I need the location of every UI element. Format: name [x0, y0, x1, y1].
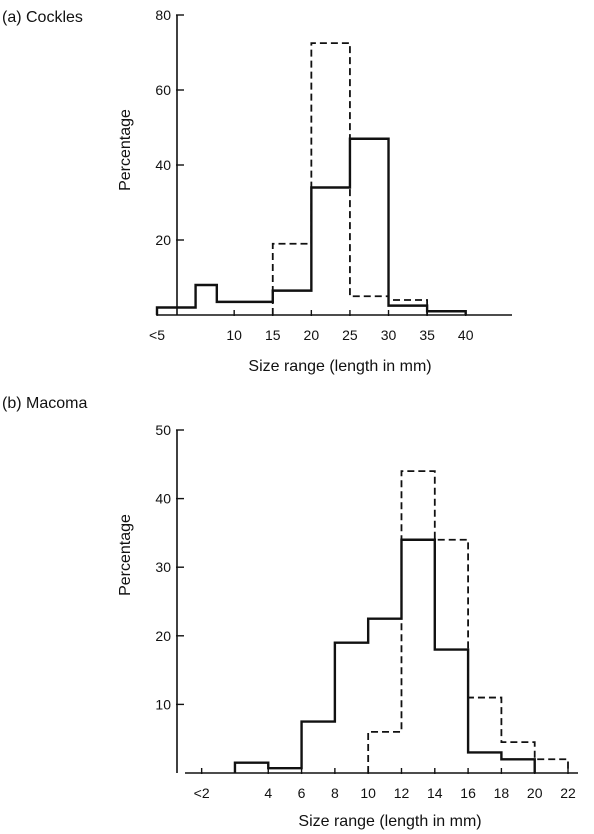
y-tick-label: 20	[155, 628, 171, 644]
x-tick-label: 20	[304, 327, 320, 343]
solid-bin	[196, 285, 217, 315]
solid-bin	[389, 306, 428, 315]
solid-bin	[311, 188, 350, 316]
dashed-bin	[535, 759, 568, 773]
y-tick-label: 20	[155, 232, 171, 248]
x-tick-label: 16	[460, 785, 476, 801]
dashed-bin	[435, 540, 468, 773]
solid-bin	[302, 722, 335, 773]
dashed-bin	[468, 698, 501, 773]
x-tick-label: 6	[298, 785, 306, 801]
y-tick-label: 50	[155, 422, 171, 438]
y-tick-label: 80	[155, 7, 171, 23]
x-tick-label: 10	[226, 327, 242, 343]
y-tick-label: 30	[155, 559, 171, 575]
y-tick-label: 40	[155, 157, 171, 173]
dashed-bin	[501, 742, 534, 773]
x-tick-label: 15	[265, 327, 281, 343]
solid-bin	[501, 759, 534, 773]
x-tick-label: 10	[360, 785, 376, 801]
solid-bin	[435, 650, 468, 773]
x-tick-label: 8	[331, 785, 339, 801]
x-tick-label: 30	[381, 327, 397, 343]
dashed-bin	[389, 300, 428, 315]
x-tick-label: 25	[342, 327, 358, 343]
dashed-bin	[350, 296, 389, 315]
x-tick-label: 4	[264, 785, 272, 801]
panel-b-xlabel: Size range (length in mm)	[298, 813, 481, 830]
solid-bin	[335, 643, 368, 773]
panel-b-ylabel: Percentage	[117, 514, 134, 596]
solid-bin	[217, 302, 273, 315]
x-tick-label: <2	[194, 785, 210, 801]
dashed-bin	[368, 732, 401, 773]
dashed-series-outline	[271, 42, 429, 315]
panel-a-plot: 20 40 60 80 <5 10 15 20 25 30 35 40	[149, 7, 512, 343]
panel-a-label: (a) Cockles	[2, 9, 83, 26]
y-tick-label: 10	[155, 696, 171, 712]
solid-series-outline	[233, 538, 536, 773]
solid-bin	[273, 291, 312, 315]
x-tick-label: <5	[149, 327, 165, 343]
x-tick-label: 14	[427, 785, 443, 801]
panel-a-ylabel: Percentage	[117, 109, 134, 191]
panel-b-label: (b) Macoma	[2, 395, 87, 412]
dashed-bin	[273, 244, 312, 315]
solid-bin	[235, 763, 268, 773]
solid-bin	[468, 752, 501, 773]
dashed-series-outline	[367, 470, 569, 773]
x-tick-label: 20	[527, 785, 543, 801]
panel-b-plot: 10 20 30 40 50 <2 4 6 8 10 12 14 16 18 20 22	[155, 422, 578, 801]
y-tick-label: 60	[155, 82, 171, 98]
y-tick-label: 40	[155, 491, 171, 507]
x-tick-label: 40	[458, 327, 474, 343]
x-tick-label: 22	[560, 785, 576, 801]
x-tick-label: 18	[494, 785, 510, 801]
solid-bin	[350, 139, 389, 315]
dashed-bin	[311, 43, 350, 315]
panel-a-xlabel: Size range (length in mm)	[248, 358, 431, 375]
dashed-bin	[401, 471, 434, 773]
solid-bin	[368, 619, 401, 773]
solid-bin	[401, 540, 434, 773]
x-tick-label: 12	[394, 785, 410, 801]
x-tick-label: 35	[419, 327, 435, 343]
